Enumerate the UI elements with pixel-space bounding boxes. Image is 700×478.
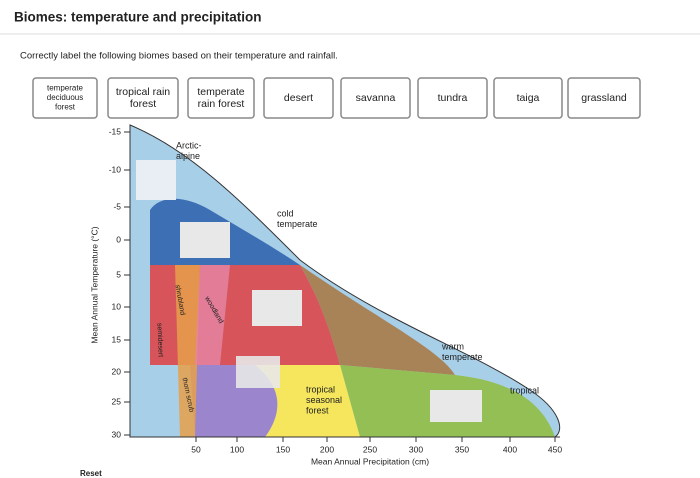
- chip-text[interactable]: temperate: [47, 84, 84, 93]
- region: [255, 365, 360, 437]
- chip-box[interactable]: [187, 77, 255, 119]
- chip-text[interactable]: tropical rain: [116, 86, 170, 98]
- chip-text[interactable]: savanna: [356, 92, 396, 104]
- chip-box[interactable]: [263, 77, 334, 119]
- region-label: alpine: [176, 151, 200, 161]
- region-label: seasonal: [306, 395, 342, 405]
- region-label: cold: [277, 208, 294, 218]
- chip-text[interactable]: rain forest: [198, 98, 245, 110]
- diagram-labels: -15 -10 -5 0 5 10 15 20 25 30 50 100 150 200 250 300 350…: [89, 126, 562, 466]
- chip-text[interactable]: temperate: [197, 86, 244, 98]
- drop-target[interactable]: [180, 222, 230, 258]
- x-tick-label: 150: [276, 444, 290, 454]
- region-label: tropical: [306, 384, 335, 394]
- chip-box[interactable]: [493, 77, 563, 119]
- strip-label: semidesert: [156, 323, 164, 358]
- drop-target[interactable]: [136, 160, 176, 200]
- y-tick-label: 5: [116, 269, 121, 279]
- y-tick-label: 15: [112, 334, 122, 344]
- x-tick-label: 450: [548, 444, 562, 454]
- label-chip[interactable]: taiga: [493, 77, 563, 119]
- chip-text[interactable]: grassland: [581, 92, 627, 104]
- chip-text[interactable]: deciduous: [47, 93, 83, 102]
- region-label: forest: [306, 405, 329, 415]
- label-chip[interactable]: tundra: [417, 77, 488, 119]
- x-tick-label: 50: [191, 444, 201, 454]
- title: Biomes: temperature and precipitation: [14, 10, 262, 25]
- drop-target[interactable]: [430, 390, 482, 422]
- y-tick-label: 20: [112, 366, 122, 376]
- y-tick-label: 25: [112, 396, 122, 406]
- chip-text[interactable]: tundra: [438, 92, 468, 104]
- instructions: Correctly label the following biomes bas…: [20, 51, 338, 62]
- region-label: tropical: [510, 385, 539, 395]
- label-chip[interactable]: grassland: [567, 77, 641, 119]
- y-tick-label: 30: [112, 429, 122, 439]
- region-label: temperate: [277, 219, 318, 229]
- region-label: warm: [441, 341, 464, 351]
- region: [300, 265, 455, 375]
- region: [175, 265, 200, 437]
- y-tick-label: 0: [116, 234, 121, 244]
- region-label: Arctic-: [176, 140, 202, 150]
- reset-button[interactable]: Reset: [80, 469, 102, 478]
- drop-target[interactable]: [236, 356, 280, 388]
- chip-text[interactable]: desert: [284, 92, 313, 104]
- y-tick-label: -15: [109, 126, 122, 136]
- y-tick-label: -5: [113, 201, 121, 211]
- y-axis-title: Mean Annual Temperature (°C): [89, 226, 99, 343]
- x-tick-label: 200: [320, 444, 334, 454]
- chip-box[interactable]: [417, 77, 488, 119]
- chip-text[interactable]: forest: [130, 98, 156, 110]
- chip-box[interactable]: [567, 77, 641, 119]
- x-axis-title: Mean Annual Precipitation (cm): [311, 456, 429, 466]
- y-tick-label: 10: [112, 301, 122, 311]
- label-chip[interactable]: desert: [263, 77, 334, 119]
- label-chip[interactable]: savanna: [340, 77, 411, 119]
- x-tick-label: 250: [363, 444, 377, 454]
- region-label: temperate: [442, 352, 483, 362]
- chip-box[interactable]: [32, 77, 98, 119]
- region: [195, 265, 230, 365]
- chip-text[interactable]: forest: [55, 103, 76, 112]
- x-tick-label: 100: [230, 444, 244, 454]
- chip-text[interactable]: taiga: [517, 92, 540, 104]
- y-tick-label: -10: [109, 164, 122, 174]
- x-tick-label: 300: [409, 444, 423, 454]
- x-tick-label: 350: [455, 444, 469, 454]
- chip-box[interactable]: [107, 77, 179, 119]
- x-tick-label: 400: [503, 444, 517, 454]
- chip-box[interactable]: [340, 77, 411, 119]
- diagram: [129, 124, 561, 438]
- drop-target[interactable]: [252, 290, 302, 326]
